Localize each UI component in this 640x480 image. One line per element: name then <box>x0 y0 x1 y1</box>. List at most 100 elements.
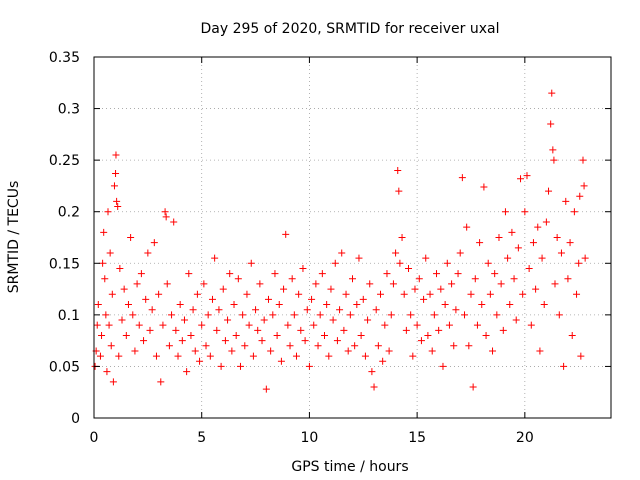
data-point <box>314 342 322 350</box>
data-point <box>564 275 572 283</box>
data-point <box>187 331 195 339</box>
data-point <box>489 347 497 355</box>
data-point <box>580 182 588 190</box>
data-point <box>441 301 449 309</box>
data-point <box>463 223 471 231</box>
x-axis-label: GPS time / hours <box>291 459 408 475</box>
data-point <box>191 347 199 355</box>
chart-title: Day 295 of 2020, SRMTID for receiver uxa… <box>200 21 499 37</box>
y-tick-label: 0.25 <box>49 153 80 169</box>
data-point <box>497 280 505 288</box>
data-point <box>435 326 443 334</box>
data-point <box>185 270 193 278</box>
data-point <box>202 342 210 350</box>
data-point <box>96 352 104 360</box>
data-point <box>560 362 568 370</box>
data-point <box>428 347 436 355</box>
data-point <box>256 280 264 288</box>
data-point <box>454 270 462 278</box>
data-point <box>370 383 378 391</box>
data-point <box>458 174 466 182</box>
data-point <box>570 208 578 216</box>
y-tick-label: 0.1 <box>58 308 80 324</box>
data-point <box>359 295 367 303</box>
data-point <box>249 352 257 360</box>
data-point <box>536 347 544 355</box>
data-point <box>387 311 395 319</box>
data-point <box>208 295 216 303</box>
data-points <box>91 89 589 393</box>
data-point <box>193 290 201 298</box>
data-point <box>275 301 283 309</box>
data-point <box>292 352 300 360</box>
data-point <box>366 280 374 288</box>
data-point <box>239 311 247 319</box>
data-point <box>129 311 137 319</box>
data-point <box>221 337 229 345</box>
data-point <box>557 249 565 257</box>
x-tick-label: 10 <box>301 430 319 446</box>
data-point <box>135 321 143 329</box>
data-point <box>512 316 520 324</box>
data-point <box>471 275 479 283</box>
data-point <box>98 331 106 339</box>
data-point <box>142 295 150 303</box>
data-point <box>550 156 558 164</box>
data-point <box>290 311 298 319</box>
data-point <box>230 301 238 309</box>
data-point <box>196 357 204 365</box>
data-point <box>133 280 141 288</box>
data-point <box>395 187 403 195</box>
data-point <box>273 331 281 339</box>
y-axis-label: SRMTID / TECUs <box>6 181 22 294</box>
data-point <box>417 337 425 345</box>
data-point <box>105 321 113 329</box>
data-point <box>467 290 475 298</box>
data-point <box>379 357 387 365</box>
data-point <box>549 146 557 154</box>
data-point <box>566 239 574 247</box>
data-point <box>493 311 501 319</box>
data-point <box>297 326 305 334</box>
data-point <box>288 275 296 283</box>
data-point <box>361 352 369 360</box>
data-point <box>102 311 110 319</box>
data-point <box>299 264 307 272</box>
data-point <box>424 331 432 339</box>
data-point <box>310 321 318 329</box>
data-point <box>168 311 176 319</box>
data-point <box>392 249 400 257</box>
data-point <box>482 331 490 339</box>
data-point <box>124 301 132 309</box>
data-point <box>473 321 481 329</box>
data-point <box>519 290 527 298</box>
data-point <box>110 182 118 190</box>
data-point <box>150 239 158 247</box>
data-point <box>394 166 402 174</box>
data-point <box>320 331 328 339</box>
data-point <box>245 321 253 329</box>
data-point <box>101 275 109 283</box>
data-point <box>353 301 361 309</box>
data-point <box>118 316 126 324</box>
data-point <box>495 234 503 241</box>
data-point <box>327 285 335 293</box>
data-point <box>232 331 240 339</box>
y-tick-label: 0.15 <box>49 256 80 272</box>
data-point <box>372 306 380 314</box>
x-tick-label: 20 <box>516 430 534 446</box>
data-point <box>510 275 518 283</box>
data-point <box>527 321 535 329</box>
data-point <box>553 234 561 241</box>
data-point <box>318 270 326 278</box>
data-point <box>486 290 494 298</box>
data-point <box>295 290 303 298</box>
data-point <box>476 239 484 247</box>
data-point <box>398 234 406 241</box>
data-point <box>413 321 421 329</box>
data-point <box>247 259 255 267</box>
data-point <box>99 259 107 267</box>
data-point <box>344 347 352 355</box>
data-point <box>282 230 290 238</box>
data-point <box>355 254 363 262</box>
